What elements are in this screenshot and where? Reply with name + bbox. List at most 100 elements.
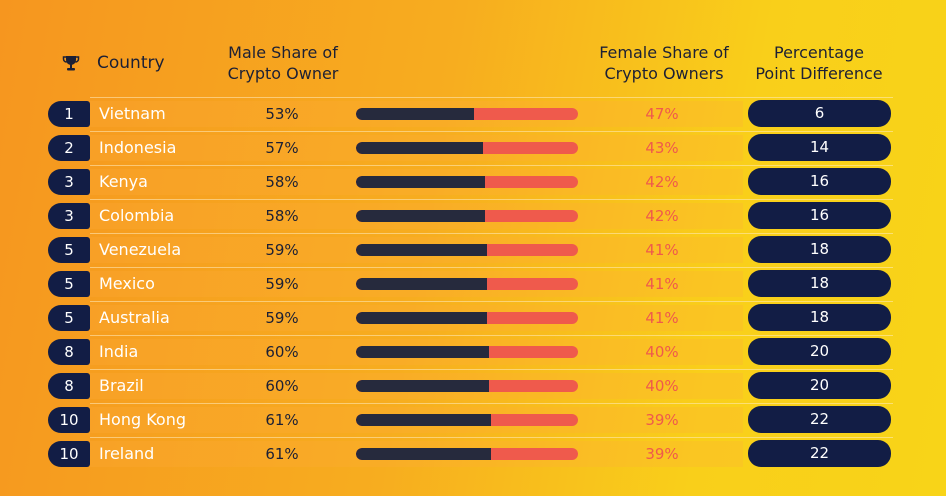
country-name: India — [99, 342, 139, 361]
rank-badge: 5 — [48, 271, 90, 297]
point-difference-pill: 14 — [748, 134, 891, 161]
share-bar — [356, 108, 578, 120]
point-difference-pill: 22 — [748, 406, 891, 433]
country-name: Venezuela — [99, 240, 182, 259]
share-bar — [356, 346, 578, 358]
point-difference-pill: 6 — [748, 100, 891, 127]
header-male-share: Male Share of Crypto Owner — [212, 42, 354, 84]
country-name: Indonesia — [99, 138, 177, 157]
country-name: Colombia — [99, 206, 175, 225]
rank-badge: 8 — [48, 373, 90, 399]
share-bar — [356, 210, 578, 222]
male-value: 53 — [265, 105, 285, 123]
rank-badge: 1 — [48, 101, 90, 127]
male-bar-segment — [356, 380, 490, 392]
country-name: Mexico — [99, 274, 155, 293]
share-bar — [356, 278, 578, 290]
point-difference-pill: 20 — [748, 338, 891, 365]
point-difference-pill: 20 — [748, 372, 891, 399]
male-value: 61 — [265, 445, 285, 463]
male-bar-segment — [356, 142, 483, 154]
table-row: 3 Kenya 58% 42% 16 — [48, 165, 893, 195]
female-share: 43% — [645, 139, 679, 157]
male-value: 59 — [265, 309, 285, 327]
female-value: 41 — [645, 309, 665, 327]
country-name: Ireland — [99, 444, 155, 463]
header-country: Country — [97, 53, 165, 73]
header-line: Crypto Owners — [604, 64, 724, 83]
male-share: 61% — [265, 411, 299, 429]
male-value: 60 — [265, 377, 285, 395]
male-bar-segment — [356, 346, 490, 358]
rank-badge: 5 — [48, 237, 90, 263]
rank-badge: 3 — [48, 169, 90, 195]
header-line: Point Difference — [755, 64, 883, 83]
table-row: 5 Australia 59% 41% 18 — [48, 301, 893, 331]
country-name: Vietnam — [99, 104, 166, 123]
female-share: 39% — [645, 445, 679, 463]
female-value: 42 — [645, 173, 665, 191]
female-share: 41% — [645, 309, 679, 327]
female-share: 47% — [645, 105, 679, 123]
male-share: 60% — [265, 343, 299, 361]
male-bar-segment — [356, 448, 492, 460]
female-value: 39 — [645, 445, 665, 463]
country-name: Kenya — [99, 172, 148, 191]
table-row: 5 Mexico 59% 41% 18 — [48, 267, 893, 297]
header-line: Female Share of — [599, 43, 729, 62]
country-name: Brazil — [99, 376, 144, 395]
female-value: 40 — [645, 343, 665, 361]
header-female-share: Female Share of Crypto Owners — [585, 42, 743, 84]
table-row: 8 Brazil 60% 40% 20 — [48, 369, 893, 399]
country-name: Australia — [99, 308, 170, 327]
table-row: 10 Ireland 61% 39% 22 — [48, 437, 893, 467]
female-value: 47 — [645, 105, 665, 123]
point-difference-pill: 18 — [748, 270, 891, 297]
share-bar — [356, 448, 578, 460]
rank-badge: 10 — [48, 407, 90, 433]
female-share: 42% — [645, 207, 679, 225]
male-share: 61% — [265, 445, 299, 463]
female-value: 41 — [645, 241, 665, 259]
male-share: 59% — [265, 275, 299, 293]
share-bar — [356, 244, 578, 256]
point-difference-pill: 18 — [748, 236, 891, 263]
table-row: 2 Indonesia 57% 43% 14 — [48, 131, 893, 161]
female-share: 42% — [645, 173, 679, 191]
male-share: 58% — [265, 207, 299, 225]
rank-badge: 3 — [48, 203, 90, 229]
male-share: 58% — [265, 173, 299, 191]
male-bar-segment — [356, 108, 474, 120]
table-row: 3 Colombia 58% 42% 16 — [48, 199, 893, 229]
share-bar — [356, 380, 578, 392]
male-value: 57 — [265, 139, 285, 157]
male-value: 58 — [265, 207, 285, 225]
table-row: 10 Hong Kong 61% 39% 22 — [48, 403, 893, 433]
female-share: 41% — [645, 275, 679, 293]
table-row: 8 India 60% 40% 20 — [48, 335, 893, 365]
female-share: 41% — [645, 241, 679, 259]
male-value: 58 — [265, 173, 285, 191]
male-value: 60 — [265, 343, 285, 361]
rank-badge: 10 — [48, 441, 90, 467]
trophy-icon — [62, 54, 80, 76]
female-share: 39% — [645, 411, 679, 429]
rank-badge: 2 — [48, 135, 90, 161]
male-bar-segment — [356, 244, 487, 256]
male-value: 59 — [265, 241, 285, 259]
table-row: 1 Vietnam 53% 47% 6 — [48, 97, 893, 127]
female-share: 40% — [645, 343, 679, 361]
female-value: 42 — [645, 207, 665, 225]
share-bar — [356, 312, 578, 324]
male-value: 59 — [265, 275, 285, 293]
male-bar-segment — [356, 176, 485, 188]
male-bar-segment — [356, 278, 487, 290]
share-bar — [356, 176, 578, 188]
male-value: 61 — [265, 411, 285, 429]
male-share: 60% — [265, 377, 299, 395]
header-line: Percentage — [773, 43, 864, 62]
header-line: Crypto Owner — [227, 64, 339, 83]
point-difference-pill: 16 — [748, 202, 891, 229]
rank-badge: 5 — [48, 305, 90, 331]
female-value: 41 — [645, 275, 665, 293]
